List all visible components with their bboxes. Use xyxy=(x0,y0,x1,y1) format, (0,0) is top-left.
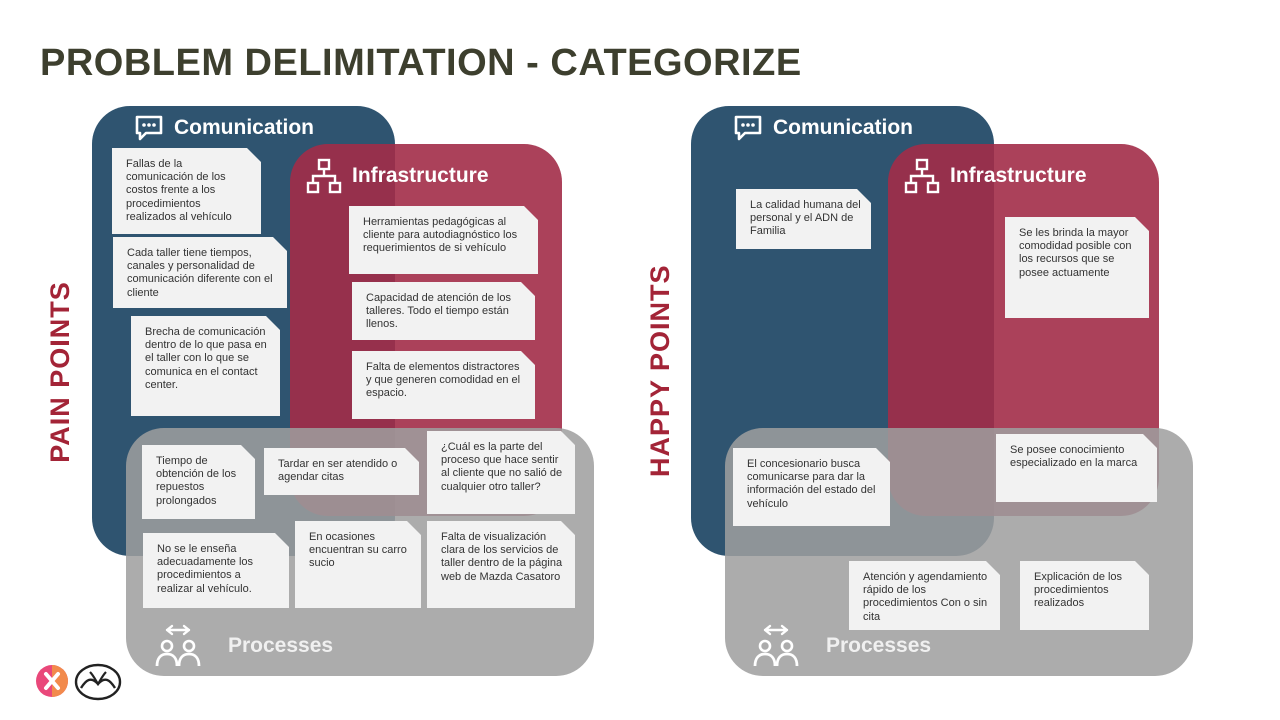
sticky-note: Herramientas pedagógicas al cliente para… xyxy=(349,206,538,274)
happy-communication-header: Comunication xyxy=(733,114,913,142)
people-exchange-icon xyxy=(152,624,206,668)
happy-points-label: HAPPY POINTS xyxy=(645,264,675,477)
sticky-note: No se le enseña adecuadamente los proced… xyxy=(143,533,289,608)
pain-infrastructure-header: Infrastructure xyxy=(306,158,489,194)
pain-communication-label: Comunication xyxy=(174,116,314,139)
sticky-note: ¿Cuál es la parte del proceso que hace s… xyxy=(427,431,575,514)
sticky-note: Brecha de comunicación dentro de lo que … xyxy=(131,316,280,416)
sticky-note: La calidad humana del personal y el ADN … xyxy=(736,189,871,249)
sticky-note: Atención y agendamiento rápido de los pr… xyxy=(849,561,1000,630)
pain-communication-header: Comunication xyxy=(134,114,314,142)
pain-points-label: PAIN POINTS xyxy=(45,281,75,463)
happy-processes-label: Processes xyxy=(826,634,932,657)
sticky-note: Se posee conocimiento especializado en l… xyxy=(996,434,1157,502)
people-exchange-icon xyxy=(750,624,804,668)
network-icon xyxy=(904,158,940,194)
brand-x-logo xyxy=(34,661,70,706)
happy-infrastructure-label: Infrastructure xyxy=(950,164,1087,187)
sticky-note: Fallas de la comunicación de los costos … xyxy=(112,148,261,234)
sticky-note: Falta de visualización clara de los serv… xyxy=(427,521,575,608)
pain-processes-header: Processes xyxy=(152,624,333,668)
network-icon xyxy=(306,158,342,194)
mazda-logo xyxy=(74,662,122,707)
sticky-note: Se les brinda la mayor comodidad posible… xyxy=(1005,217,1149,318)
sticky-note: Explicación de los procedimientos realiz… xyxy=(1020,561,1149,630)
pain-infrastructure-label: Infrastructure xyxy=(352,164,489,187)
happy-infrastructure-header: Infrastructure xyxy=(904,158,1087,194)
happy-processes-header: Processes xyxy=(750,624,931,668)
sticky-note: Capacidad de atención de los talleres. T… xyxy=(352,282,535,340)
chat-icon xyxy=(733,114,763,142)
page-title: PROBLEM DELIMITATION - CATEGORIZE xyxy=(40,42,802,84)
chat-icon xyxy=(134,114,164,142)
sticky-note: En ocasiones encuentran su carro sucio xyxy=(295,521,421,608)
happy-communication-label: Comunication xyxy=(773,116,913,139)
pain-processes-label: Processes xyxy=(228,634,334,657)
sticky-note: El concesionario busca comunicarse para … xyxy=(733,448,890,526)
sticky-note: Tardar en ser atendido o agendar citas xyxy=(264,448,419,495)
sticky-note: Tiempo de obtención de los repuestos pro… xyxy=(142,445,255,519)
sticky-note: Cada taller tiene tiempos, canales y per… xyxy=(113,237,287,308)
sticky-note: Falta de elementos distractores y que ge… xyxy=(352,351,535,419)
